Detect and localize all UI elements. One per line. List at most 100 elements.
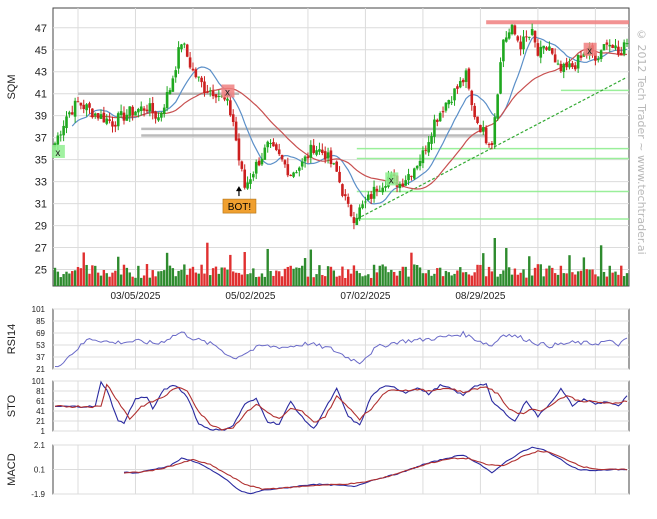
candle-body — [530, 29, 534, 35]
candle-body — [134, 111, 137, 116]
volume-bar — [620, 265, 623, 286]
volume-bar — [119, 274, 123, 286]
candle-body — [295, 172, 298, 174]
volume-bar — [605, 276, 609, 286]
candle-body — [226, 98, 229, 101]
price-tick-label: 45 — [35, 45, 47, 57]
candle-body — [168, 90, 172, 95]
price-axis-label: SQM — [6, 74, 18, 99]
candle-body — [536, 43, 540, 56]
candle-body — [91, 108, 94, 118]
candle-body — [456, 86, 459, 89]
candle-body — [321, 149, 324, 153]
volume-bar — [191, 266, 195, 286]
volume-bar — [617, 274, 620, 286]
volume-bar — [525, 277, 528, 286]
volume-bar — [96, 272, 100, 286]
candle-body — [306, 156, 310, 159]
rsi-panel-axis-label: RSI14 — [6, 324, 18, 355]
volume-bar — [232, 271, 235, 286]
volume-bar — [56, 271, 60, 286]
candle-body — [444, 102, 448, 111]
candle-body — [617, 46, 620, 55]
signal-x-marker — [51, 144, 65, 158]
macd-panel-tick-label: 2.1 — [34, 441, 46, 450]
candle-body — [571, 63, 574, 68]
volume-bar — [200, 264, 203, 286]
candle-body — [539, 46, 543, 58]
volume-bar — [433, 273, 436, 286]
volume-bar — [306, 276, 310, 286]
volume-bar — [300, 265, 304, 286]
candle-body — [332, 163, 336, 165]
candle-body — [513, 25, 517, 35]
candle-body — [596, 58, 600, 61]
candle-body — [142, 108, 146, 111]
candle-body — [553, 54, 557, 63]
volume-bar — [533, 267, 537, 286]
signal-arrow-head — [235, 186, 242, 192]
price-tick-label: 35 — [35, 155, 47, 167]
candle-body — [458, 81, 462, 88]
signal-x-marker — [583, 42, 597, 56]
volume-bar — [85, 264, 88, 286]
candle-body — [114, 124, 117, 127]
candle-body — [154, 111, 157, 119]
candle-body — [70, 112, 74, 115]
candle-body — [277, 149, 281, 155]
volume-bar — [220, 267, 223, 286]
signal-x-marker — [221, 84, 235, 98]
candle-body — [533, 30, 537, 43]
volume-bar — [490, 271, 494, 286]
signal-x-marker — [385, 172, 399, 186]
volume-bar — [513, 268, 517, 286]
candle-body — [418, 160, 422, 167]
rsi-panel-tick-label: 85 — [36, 317, 45, 326]
candle-body — [346, 196, 350, 204]
volume-bar — [530, 275, 534, 286]
volume-bar — [298, 267, 301, 286]
candle-body — [499, 62, 502, 94]
price-tick-label: 29 — [35, 221, 47, 233]
volume-bar — [94, 265, 97, 286]
volume-bar — [177, 270, 180, 286]
candle-body — [254, 161, 258, 174]
x-tick-label: 05/02/2025 — [225, 291, 275, 302]
volume-bar — [375, 272, 379, 286]
price-tick-label: 27 — [35, 243, 47, 255]
volume-bar — [415, 264, 419, 286]
candle-body — [211, 91, 215, 97]
volume-bar — [487, 266, 491, 286]
candle-body — [148, 103, 152, 112]
price-tick-label: 25 — [35, 265, 47, 277]
watermark: © 2012 Tech Trader ~ www.techtrader.ai — [635, 28, 648, 255]
candle-body — [208, 90, 212, 92]
candle-body — [76, 101, 80, 103]
volume-bar — [323, 276, 327, 286]
volume-bar — [278, 271, 281, 286]
signal-badge — [222, 198, 257, 214]
candle-body — [430, 135, 433, 144]
candle-body — [522, 36, 525, 50]
sto-panel-frame — [52, 380, 630, 432]
candle-body — [355, 218, 359, 226]
candle-body — [550, 48, 554, 54]
candle-body — [180, 44, 183, 50]
volume-bar — [461, 272, 465, 286]
volume-bar — [401, 266, 404, 286]
macd-panel-tick-label: 0.1 — [34, 466, 46, 475]
volume-bar — [579, 270, 583, 286]
candle-body — [73, 100, 77, 117]
volume-bar — [352, 265, 356, 286]
volume-bar — [430, 275, 433, 286]
candle-body — [361, 204, 364, 209]
candle-body — [131, 106, 134, 116]
x-tick-label: 08/29/2025 — [455, 291, 505, 302]
volume-bar — [510, 274, 514, 286]
candle-body — [125, 114, 129, 121]
rsi-panel-tick-label: 37 — [36, 353, 45, 362]
volume-bar — [266, 248, 269, 286]
candle-body — [111, 121, 114, 127]
sto-d-line — [54, 383, 628, 431]
candle-body — [93, 113, 97, 116]
